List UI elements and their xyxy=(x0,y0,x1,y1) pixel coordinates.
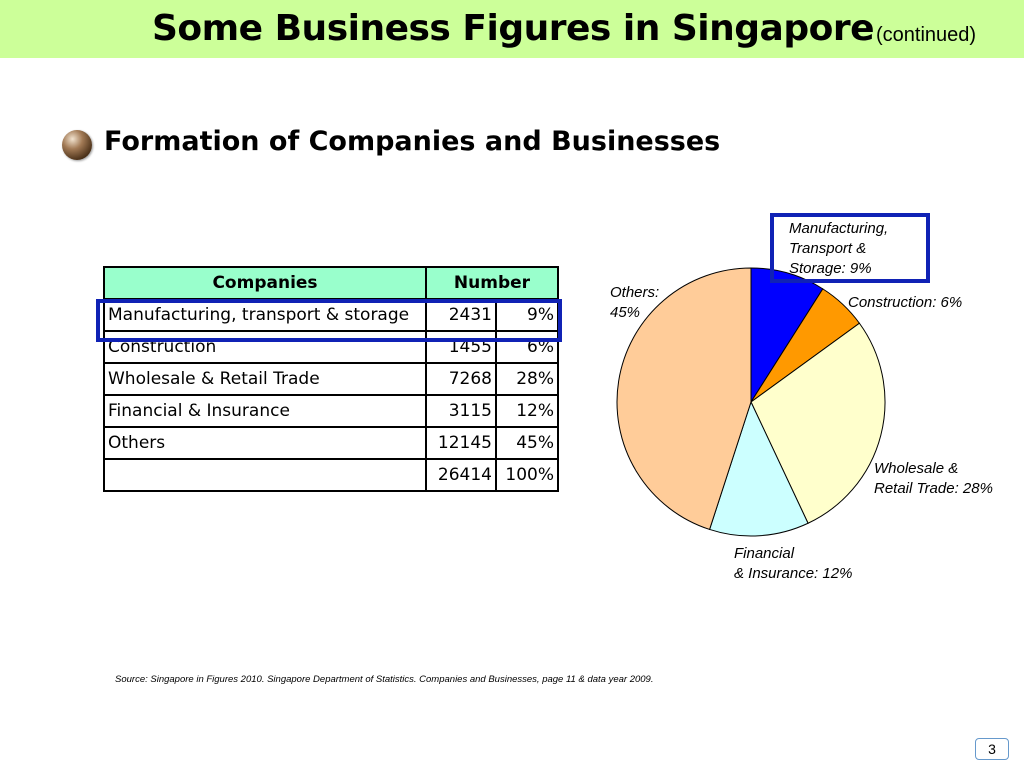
label-highlight-box xyxy=(770,213,930,283)
row-number: 3115 xyxy=(425,394,497,428)
row-percent: 9% xyxy=(495,298,559,332)
page-title: Some Business Figures in Singapore xyxy=(152,8,874,49)
source-note: Source: Singapore in Figures 2010. Singa… xyxy=(115,674,654,685)
pie-label-financial: Financial & Insurance: 12% xyxy=(734,545,853,582)
row-name: Construction xyxy=(103,330,427,364)
page-number: 3 xyxy=(975,738,1009,760)
table-header-row: Companies Number xyxy=(103,266,559,300)
row-name: Manufacturing, transport & storage xyxy=(103,298,427,332)
row-percent: 100% xyxy=(495,458,559,492)
pie-label-manufacturing: Manufacturing, Transport & Storage: 9% xyxy=(789,220,889,277)
table-total-row: 26414 100% xyxy=(103,458,559,492)
row-name: Financial & Insurance xyxy=(103,394,427,428)
row-number: 7268 xyxy=(425,362,497,396)
row-number: 12145 xyxy=(425,426,497,460)
row-name xyxy=(103,458,427,492)
row-name: Wholesale & Retail Trade xyxy=(103,362,427,396)
pie-label-wholesale: Wholesale & Retail Trade: 28% xyxy=(874,460,993,497)
header-number: Number xyxy=(425,266,559,300)
title-bar xyxy=(0,0,1024,58)
title-suffix: (continued) xyxy=(876,24,977,46)
row-percent: 12% xyxy=(495,394,559,428)
row-name: Others xyxy=(103,426,427,460)
companies-table: Companies Number Manufacturing, transpor… xyxy=(103,266,559,492)
table-row: Construction 1455 6% xyxy=(103,330,559,364)
bullet-sphere-icon xyxy=(62,130,92,160)
row-number: 1455 xyxy=(425,330,497,364)
section-heading: Formation of Companies and Businesses xyxy=(104,126,721,157)
table-row: Wholesale & Retail Trade 7268 28% xyxy=(103,362,559,396)
row-highlight-box xyxy=(96,299,562,342)
pie-label-construction: Construction: 6% xyxy=(848,294,963,311)
table-row: Others 12145 45% xyxy=(103,426,559,460)
pie-slice-wholesale xyxy=(750,322,886,524)
header-companies: Companies xyxy=(103,266,427,300)
row-percent: 28% xyxy=(495,362,559,396)
row-percent: 6% xyxy=(495,330,559,364)
row-number: 26414 xyxy=(425,458,497,492)
pie-slice-others xyxy=(616,267,752,531)
table-row: Financial & Insurance 3115 12% xyxy=(103,394,559,428)
pie-slice-financial xyxy=(708,400,809,537)
row-percent: 45% xyxy=(495,426,559,460)
pie-label-others: Others: 45% xyxy=(610,284,660,321)
